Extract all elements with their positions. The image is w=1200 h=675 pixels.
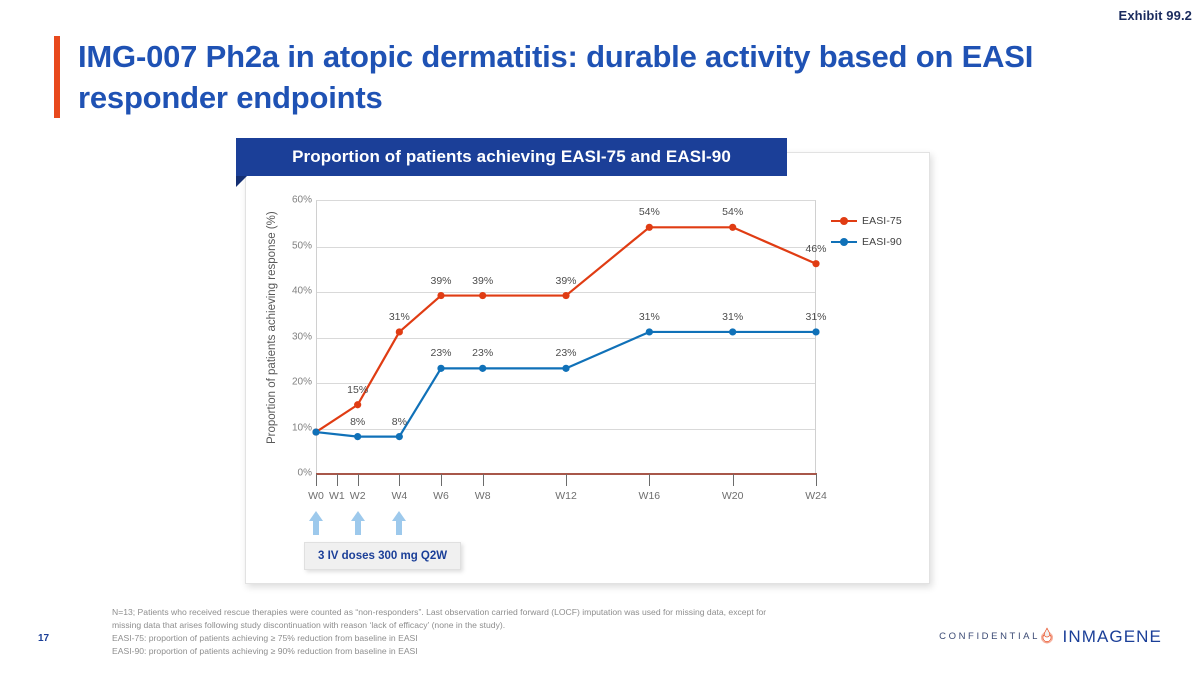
y-axis-tick-label: 20% [291, 376, 312, 388]
x-axis-tick-label: W16 [638, 490, 661, 502]
data-point-marker [645, 223, 653, 231]
x-axis-tick-mark [399, 474, 401, 486]
data-label: 8% [391, 415, 407, 428]
x-axis-tick-label: W20 [721, 490, 744, 502]
x-axis-tick-mark [316, 474, 317, 486]
x-axis-tick-mark [482, 474, 484, 486]
dose-arrow-icon [350, 510, 366, 541]
chart-legend: EASI-75 EASI-90 [831, 215, 902, 257]
data-label: 23% [430, 347, 452, 360]
data-point-marker [354, 401, 362, 409]
data-point-marker [812, 260, 820, 268]
y-axis-tick-label: 60% [291, 194, 312, 206]
x-axis-tick-label: W8 [474, 490, 491, 502]
data-label: 31% [805, 310, 827, 323]
data-point-marker [562, 364, 570, 372]
x-axis-tick-label: W1 [328, 490, 345, 502]
footnote-line-4: EASI-90: proportion of patients achievin… [112, 646, 418, 657]
footnotes: N=13; Patients who received rescue thera… [112, 606, 766, 659]
x-axis-tick-mark [441, 474, 442, 486]
exhibit-label: Exhibit 99.2 [1118, 8, 1192, 23]
x-axis-tick-mark [732, 474, 734, 486]
data-label: 54% [722, 206, 744, 219]
legend-item-easi-90[interactable]: EASI-90 [831, 236, 902, 248]
y-axis-ticks: 0% 10% 20% 30% 40% 50% 60% [266, 153, 312, 585]
x-axis-tick-label: W12 [555, 490, 577, 502]
data-point-marker [395, 328, 403, 336]
chart-banner-title: Proportion of patients achieving EASI-75… [292, 147, 731, 166]
brand-name: INMAGENE [1062, 627, 1162, 646]
x-axis-tick-mark [816, 474, 817, 486]
dose-annotation-box: 3 IV doses 300 mg Q2W [304, 542, 462, 570]
data-point-marker [562, 291, 570, 300]
data-point-marker [437, 364, 445, 372]
dose-arrow-icon [391, 510, 407, 541]
title-accent-bar [54, 36, 60, 119]
x-axis-tick-mark [336, 474, 338, 486]
inmagene-sunburst-icon [1040, 627, 1053, 644]
data-point-marker [354, 433, 362, 441]
gridline [317, 246, 815, 248]
x-axis-tick-label: W0 [308, 490, 324, 502]
data-point-marker [729, 223, 737, 231]
data-label: 31% [388, 310, 410, 323]
data-point-marker [479, 291, 487, 300]
data-label: 23% [555, 347, 577, 360]
banner-fold-decoration [236, 176, 247, 187]
y-axis-tick-label: 30% [291, 331, 312, 342]
y-axis-tick-label: 0% [297, 467, 312, 479]
data-label: 8% [350, 415, 366, 428]
title-text: IMG-007 Ph2a in atopic dermatitis: durab… [78, 39, 1034, 116]
data-point-marker [645, 328, 653, 336]
data-label: 23% [472, 347, 494, 360]
x-axis-tick-label: W4 [391, 490, 408, 502]
chart-banner: Proportion of patients achieving EASI-75… [236, 138, 787, 176]
x-axis-tick-label: W6 [433, 490, 449, 502]
x-axis-tick-mark [649, 474, 651, 486]
data-label: 39% [430, 274, 452, 287]
y-axis-tick-label: 10% [291, 422, 312, 433]
data-point-marker [437, 291, 445, 300]
y-axis-tick-label: 40% [291, 285, 312, 297]
data-point-marker [312, 428, 320, 436]
x-axis-tick-mark [357, 474, 359, 486]
x-axis-tick-label: W2 [349, 490, 366, 502]
footnote-line-2: missing data that arises following study… [112, 620, 506, 631]
chart-series-svg [312, 223, 820, 441]
legend-swatch [831, 237, 857, 247]
x-axis-tick-label: W24 [805, 490, 827, 502]
chart-plot-area: Proportion of patients achieving respons… [246, 153, 931, 585]
footnote-line-1: N=13; Patients who received rescue thera… [112, 607, 767, 617]
legend-label: EASI-90 [862, 236, 902, 248]
x-axis-line [316, 473, 817, 475]
data-label: 31% [722, 310, 744, 323]
x-axis-tick-mark [566, 474, 567, 486]
legend-item-easi-75[interactable]: EASI-75 [831, 215, 902, 227]
data-label: 15% [347, 383, 369, 396]
data-point-marker [729, 328, 737, 336]
confidential-marker: CONFIDENTIAL [939, 631, 1040, 642]
legend-swatch [831, 216, 857, 226]
data-point-marker [812, 328, 820, 336]
data-label: 39% [555, 274, 577, 287]
gridline [317, 428, 815, 430]
y-axis-tick-label: 50% [291, 240, 312, 251]
page-number: 17 [38, 633, 50, 644]
data-label: 31% [638, 310, 660, 323]
chart-card: Proportion of patients achieving respons… [245, 152, 930, 584]
data-point-marker [395, 433, 403, 441]
data-point-marker [479, 364, 487, 372]
page-title: IMG-007 Ph2a in atopic dermatitis: durab… [54, 36, 1104, 119]
footnote-line-3: EASI-75: proportion of patients achievin… [112, 633, 418, 644]
series-line-easi-75 [315, 226, 817, 433]
data-label: 46% [805, 242, 827, 255]
brand-logo: INMAGENE [1036, 626, 1162, 648]
legend-label: EASI-75 [862, 215, 902, 227]
data-label: 39% [472, 274, 494, 287]
gridline [317, 383, 815, 384]
dose-arrow-icon [308, 510, 324, 541]
gridline [317, 337, 815, 339]
data-label: 54% [638, 206, 660, 219]
